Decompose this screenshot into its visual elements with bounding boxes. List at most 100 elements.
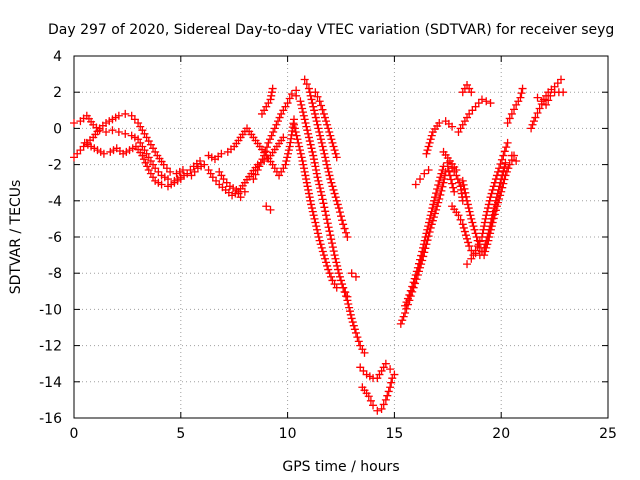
data-point (322, 211, 331, 220)
data-point (265, 135, 274, 144)
data-point (141, 158, 150, 167)
data-point (464, 238, 473, 247)
data-point (311, 162, 320, 171)
data-point (99, 149, 108, 158)
data-point (258, 155, 267, 164)
data-point (388, 374, 397, 383)
data-point (295, 146, 304, 155)
data-point (546, 91, 555, 100)
data-point (102, 128, 111, 137)
data-point (108, 126, 117, 135)
data-point (269, 128, 278, 137)
y-tick-label: -2 (48, 158, 62, 174)
data-point (502, 167, 511, 176)
data-point (311, 88, 320, 97)
data-point (316, 184, 325, 193)
data-point (328, 182, 337, 191)
data-point (403, 294, 412, 303)
data-point (166, 167, 175, 176)
data-point (314, 124, 323, 133)
data-point (314, 233, 323, 241)
data-point (470, 225, 479, 234)
data-point (315, 180, 324, 189)
data-point (429, 200, 438, 209)
data-point (512, 156, 521, 165)
data-point (410, 274, 419, 283)
data-markers (70, 75, 568, 415)
y-tick-label: -10 (39, 302, 62, 318)
y-tick-label: 4 (53, 49, 62, 65)
data-point (486, 222, 495, 231)
data-point (312, 117, 321, 126)
data-point (433, 202, 442, 211)
data-point (347, 314, 356, 323)
data-point (419, 240, 428, 249)
data-point (345, 307, 354, 316)
series-track-b (70, 109, 187, 178)
series-track-m (311, 88, 341, 162)
data-point (157, 180, 166, 189)
data-point (298, 156, 307, 165)
data-point (308, 99, 317, 108)
data-point (318, 142, 327, 151)
data-point (334, 204, 343, 213)
data-point (417, 251, 426, 260)
data-point (463, 260, 472, 269)
data-point (340, 224, 349, 233)
data-point (294, 138, 303, 147)
data-point (309, 102, 318, 111)
data-point (318, 105, 327, 114)
data-point (504, 164, 513, 173)
data-point (297, 153, 306, 162)
data-point (322, 156, 331, 165)
data-point (251, 170, 260, 179)
data-point (298, 104, 307, 113)
series-track-ae (533, 88, 568, 109)
data-point (423, 146, 432, 155)
data-point (346, 310, 355, 319)
data-point (387, 378, 396, 387)
data-point (490, 204, 499, 213)
data-point (310, 106, 319, 115)
data-point (488, 211, 497, 220)
data-point (333, 200, 342, 209)
data-point (505, 114, 514, 123)
data-point (268, 84, 277, 93)
data-point (420, 169, 429, 178)
data-point (463, 234, 472, 243)
data-point (196, 156, 205, 165)
data-point (331, 254, 340, 263)
data-point (316, 240, 325, 249)
data-point (425, 214, 434, 223)
data-point (458, 220, 467, 229)
data-point (326, 175, 335, 184)
data-point (323, 219, 332, 228)
x-axis-label: GPS time / hours (282, 459, 399, 475)
data-point (468, 218, 477, 227)
data-point (306, 140, 315, 149)
data-point (416, 175, 425, 184)
series-track-c (80, 138, 185, 191)
data-point (304, 189, 313, 198)
data-point (432, 205, 441, 214)
data-point (492, 193, 501, 202)
data-point (495, 182, 504, 191)
data-point (283, 99, 292, 108)
data-point (437, 169, 446, 178)
data-point (471, 249, 480, 258)
data-point (419, 243, 428, 252)
data-point (507, 109, 516, 118)
data-point (323, 261, 332, 270)
data-point (493, 189, 502, 198)
data-point (143, 162, 152, 171)
data-point (324, 167, 333, 176)
data-point (413, 263, 422, 272)
series-track-aa (458, 80, 476, 97)
series-track-g (249, 86, 301, 184)
data-point (295, 142, 304, 151)
data-point (290, 124, 299, 133)
data-point (453, 175, 462, 184)
data-point (487, 214, 496, 223)
data-point (315, 128, 324, 137)
data-point (461, 188, 470, 197)
